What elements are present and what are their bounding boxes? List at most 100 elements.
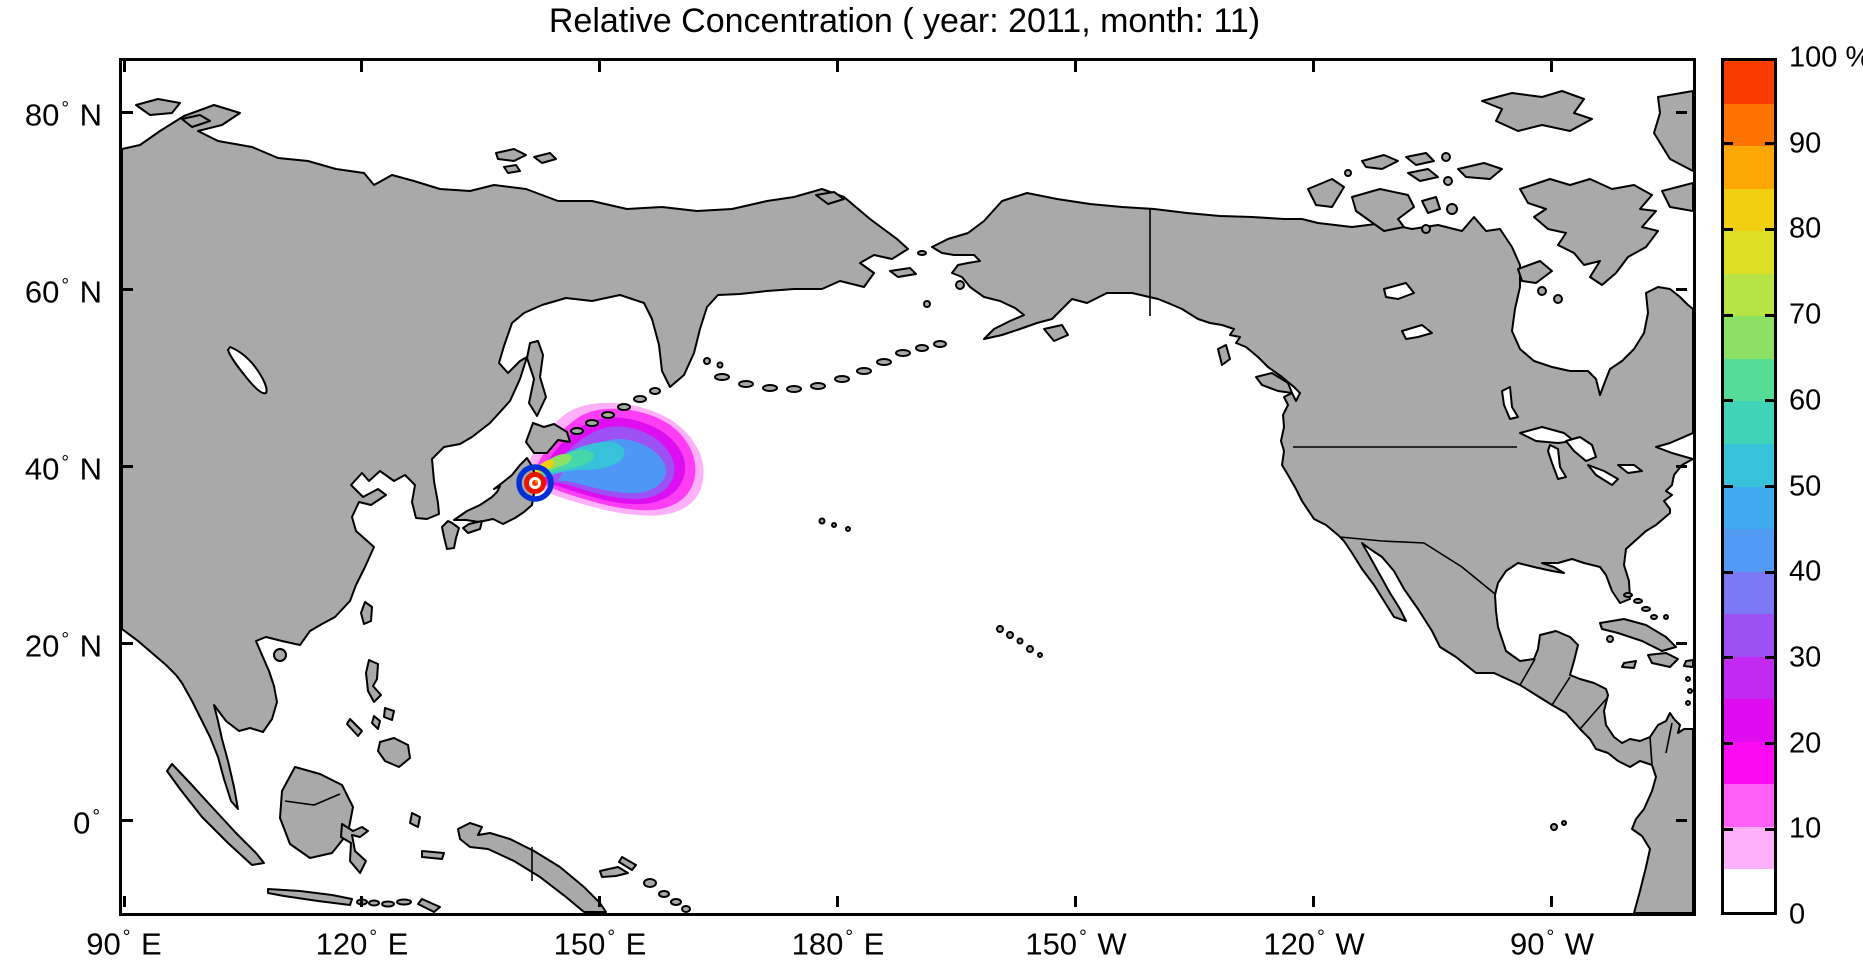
colorbar-tick-mark <box>1765 485 1774 488</box>
great-slave-lake <box>1401 324 1433 340</box>
colorbar-band-75-80 <box>1724 230 1774 274</box>
lon-tick-mark-top <box>598 61 602 72</box>
land-shikoku <box>462 520 483 534</box>
colorbar-tick-label: 80 <box>1789 212 1822 245</box>
lon-tick-label: 90 ° E <box>86 926 162 962</box>
colorbar-tick-mark <box>1724 827 1733 831</box>
colorbar-tick-mark <box>1765 827 1774 831</box>
colorbar-tick-label: 20 <box>1789 727 1822 760</box>
source-marker <box>516 464 554 502</box>
map-plot-area <box>119 58 1696 916</box>
lon-tick-mark-top <box>1550 61 1554 72</box>
colorbar-tick-mark <box>1724 570 1733 574</box>
lat-tick-mark <box>122 110 133 114</box>
lake-baikal <box>227 346 268 395</box>
colorbar-band-25-30 <box>1724 656 1774 700</box>
lat-tick-label: 40 ° N <box>24 451 102 487</box>
lat-tick-mark-right <box>1676 641 1687 645</box>
colorbar-tick-label: 50 <box>1789 470 1822 502</box>
colorbar-band-55-60 <box>1724 400 1774 444</box>
colorbar-band-0-5 <box>1724 868 1774 912</box>
caribbean-islands <box>1599 592 1693 706</box>
lon-tick-label: 120 ° W <box>1263 926 1365 962</box>
colorbar-band-70-75 <box>1724 273 1774 317</box>
colorbar-tick-label: 60 <box>1789 384 1822 417</box>
lon-tick-mark <box>122 896 126 907</box>
colorbar-band-15-20 <box>1724 741 1774 785</box>
mid-pacific-islets <box>818 517 851 532</box>
lon-tick-mark-top <box>1312 61 1316 72</box>
lon-tick-mark-top <box>1074 61 1078 72</box>
colorbar-tick-mark <box>1765 313 1774 317</box>
colorbar-band-85-90 <box>1724 145 1774 189</box>
colorbar-band-50-55 <box>1724 443 1774 487</box>
map-canvas <box>122 90 1693 913</box>
colorbar-band-20-25 <box>1724 698 1774 742</box>
lon-tick-mark <box>1312 896 1316 907</box>
lon-tick-label: 180 ° E <box>791 926 885 962</box>
colorbar-tick-mark <box>1765 570 1774 574</box>
colorbar-tick-mark <box>1724 142 1733 146</box>
colorbar-tick-mark <box>1724 399 1733 403</box>
land-taiwan <box>360 601 373 625</box>
land-baffin-island <box>1519 178 1659 286</box>
plot-title: Relative Concentration ( year: 2011, mon… <box>548 2 1261 40</box>
colorbar-band-35-40 <box>1724 571 1774 615</box>
land-sakhalin <box>526 340 547 417</box>
colorbar-tick-mark <box>1765 656 1774 660</box>
lat-tick-mark-right <box>1676 464 1687 468</box>
philippines <box>346 659 411 768</box>
colorbar-tick-label: 30 <box>1789 641 1822 674</box>
land-north-america <box>931 192 1693 913</box>
land-halmahera <box>409 812 421 828</box>
land-borneo <box>279 766 354 859</box>
lon-tick-mark-top <box>836 61 840 72</box>
lat-tick-mark-right <box>1676 287 1687 291</box>
colorbar-band-40-45 <box>1724 528 1774 572</box>
political-borders <box>1149 209 1673 766</box>
border-borneo <box>284 793 341 806</box>
colorbar-tick-label: 40 <box>1789 555 1822 588</box>
colorbar-band-80-85 <box>1724 188 1774 232</box>
lon-tick-mark <box>1550 896 1554 907</box>
aleutian-islands <box>714 340 947 393</box>
land-sumatra <box>166 763 265 866</box>
colorbar-band-45-50 <box>1724 486 1774 530</box>
source-marker-outer-ring <box>516 464 554 502</box>
lat-tick-mark <box>122 818 133 822</box>
colorbar-tick-mark <box>1724 656 1733 660</box>
colorbar-band-65-70 <box>1724 315 1774 359</box>
galapagos <box>1550 820 1567 831</box>
landmasses <box>122 90 1693 913</box>
colorbar-tick-mark <box>1765 399 1774 403</box>
land-sulawesi <box>340 823 369 874</box>
lon-tick-mark <box>360 896 364 907</box>
lon-tick-mark-top <box>122 61 126 72</box>
land-hokkaido <box>525 422 571 454</box>
colorbar-tick-label: 0 <box>1789 898 1806 931</box>
colorbar-band-5-10 <box>1724 826 1774 870</box>
lon-tick-mark-top <box>360 61 364 72</box>
colorbar-band-60-65 <box>1724 358 1774 402</box>
lake-michigan <box>1547 444 1567 480</box>
lat-tick-mark <box>122 641 133 645</box>
kuril-islands <box>570 387 661 435</box>
colorbar-tick-mark <box>1724 485 1733 488</box>
canadian-arctic-archipelago <box>1307 90 1693 304</box>
lat-tick-label: 20 ° N <box>24 628 102 664</box>
lat-tick-mark <box>122 287 133 291</box>
colorbar <box>1721 58 1777 915</box>
lat-tick-label: 0 ° <box>73 805 100 841</box>
colorbar-tick-label: 90 <box>1789 127 1822 160</box>
melanesia-islands <box>599 856 691 913</box>
land-jamaica <box>1621 660 1637 669</box>
land-java <box>267 888 353 906</box>
colorbar-band-90-95 <box>1724 103 1774 147</box>
colorbar-tick-mark <box>1724 227 1733 231</box>
lat-tick-label: 80 ° N <box>24 97 102 133</box>
source-marker-core-hot <box>535 480 538 483</box>
siberian-arctic-islands <box>135 98 845 205</box>
lake-erie <box>1587 464 1619 486</box>
lon-tick-mark <box>598 896 602 907</box>
